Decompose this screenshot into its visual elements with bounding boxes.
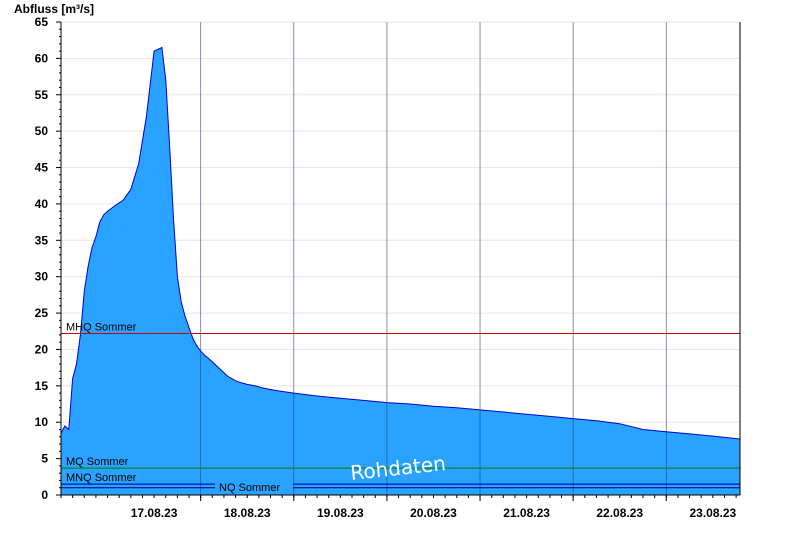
y-tick-label: 25 xyxy=(35,306,49,320)
x-tick-label: 22.08.23 xyxy=(596,506,643,520)
y-tick-label: 0 xyxy=(41,488,48,502)
reference-label: NQ Sommer xyxy=(219,482,280,494)
reference-label-bg xyxy=(215,481,293,494)
y-tick-label: 40 xyxy=(35,197,49,211)
y-tick-label: 50 xyxy=(35,124,49,138)
x-tick-label: 18.08.23 xyxy=(224,506,271,520)
x-tick-label: 17.08.23 xyxy=(131,506,178,520)
x-tick-label: 23.08.23 xyxy=(689,506,736,520)
x-tick-label: 20.08.23 xyxy=(410,506,457,520)
y-tick-label: 55 xyxy=(35,88,49,102)
area-fill xyxy=(61,47,740,495)
discharge-area xyxy=(60,46,741,495)
reference-label: MHQ Sommer xyxy=(66,321,137,333)
area-outline xyxy=(60,46,741,440)
y-tick-label: 35 xyxy=(35,233,49,247)
day-lines xyxy=(200,22,667,495)
y-tick-label: 45 xyxy=(35,161,49,175)
axes: 0 5 10 15 20 25 30 35 40 45 50 55 60 65 17.08.23 18.08.… xyxy=(35,15,741,520)
x-tick-label: 21.08.23 xyxy=(503,506,550,520)
y-tick-label: 20 xyxy=(35,342,49,356)
y-tick-label: 30 xyxy=(35,270,49,284)
reference-lines: MHQ Sommer MQ Sommer MNQ Sommer NQ Sommer xyxy=(61,321,740,494)
y-tick-label: 65 xyxy=(35,15,49,29)
y-axis-title: Abfluss [m³/s] xyxy=(14,2,94,16)
reference-label: MNQ Sommer xyxy=(66,472,137,484)
y-tick-label: 15 xyxy=(35,379,49,393)
x-tick-label: 19.08.23 xyxy=(317,506,364,520)
reference-label: MQ Sommer xyxy=(66,456,129,468)
y-tick-label: 10 xyxy=(35,415,49,429)
y-tick-label: 5 xyxy=(41,452,48,466)
y-tick-label: 60 xyxy=(35,51,49,65)
